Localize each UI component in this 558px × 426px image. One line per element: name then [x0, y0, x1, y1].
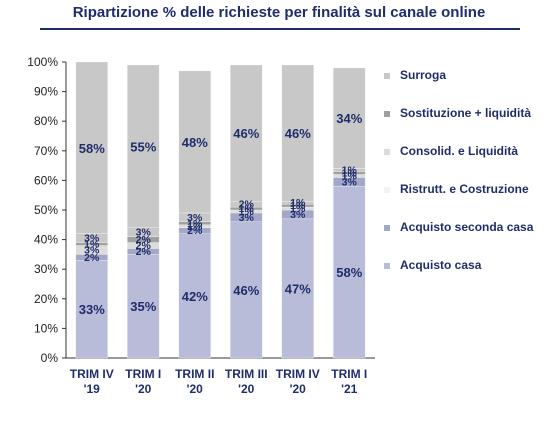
legend-label: Acquisto seconda casa [400, 220, 534, 234]
bar-segment [75, 260, 108, 359]
y-tick-label: 80% [34, 114, 58, 128]
bar-segment [178, 70, 211, 214]
data-label: 2% [136, 246, 152, 258]
legend-label: Acquisto casa [400, 258, 482, 272]
data-label: 1% [342, 165, 358, 177]
data-label: 2% [136, 240, 152, 252]
y-tick-label: 30% [34, 262, 58, 276]
data-label: 47% [285, 281, 311, 296]
x-tick-label: '20 [238, 382, 255, 396]
data-label: 1% [290, 203, 306, 215]
bar-segment [333, 186, 366, 359]
bar-segment [127, 254, 160, 359]
x-tick-label: TRIM IV [276, 367, 320, 381]
x-tick-label: '20 [290, 382, 307, 396]
bar-segment [75, 61, 108, 234]
bar-segment [333, 67, 366, 169]
y-tick-label: 20% [34, 292, 58, 306]
y-tick-label: 60% [34, 173, 58, 187]
data-label: 58% [79, 141, 105, 156]
legend-swatch [384, 187, 390, 193]
legend-item: Surroga [384, 68, 554, 106]
data-label: 2% [187, 225, 203, 237]
data-label: 3% [84, 244, 100, 256]
data-label: 2% [84, 252, 100, 264]
data-label: 1% [239, 206, 255, 218]
chart-title-bar: Ripartizione % delle richieste per final… [0, 0, 558, 36]
x-tick-label: TRIM II [175, 367, 214, 381]
x-tick-label: TRIM I [125, 367, 161, 381]
legend-item: Ristrutt. e Costruzione [384, 182, 554, 220]
legend-item: Sostituzione + liquidità [384, 106, 554, 144]
y-tick-label: 90% [34, 85, 58, 99]
data-label: 34% [336, 111, 362, 126]
data-label: 3% [290, 209, 306, 221]
data-label: 55% [130, 139, 156, 154]
bar-segment [281, 64, 314, 202]
data-label: 48% [182, 135, 208, 150]
legend-label: Sostituzione + liquidità [400, 106, 532, 120]
legend-item: Consolid. e Liquidità [384, 144, 554, 182]
y-tick-label: 50% [34, 203, 58, 217]
bar-segment [178, 233, 211, 359]
data-label: 1% [342, 170, 358, 182]
y-tick-label: 10% [34, 321, 58, 335]
legend-label: Surroga [400, 68, 447, 82]
legend-label: Consolid. e Liquidità [400, 144, 518, 158]
data-label: 2% [136, 234, 152, 246]
data-label: 1% [239, 203, 255, 215]
data-label: 33% [79, 302, 105, 317]
x-tick-label: TRIM I [331, 367, 367, 381]
data-label: 3% [239, 212, 255, 224]
chart-title: Ripartizione % delle richieste per final… [72, 4, 486, 21]
data-label: 3% [84, 233, 100, 245]
x-tick-label: '21 [341, 382, 358, 396]
legend-swatch [384, 225, 390, 231]
bar-segment [127, 64, 160, 228]
bar-segment [230, 64, 263, 202]
data-label: 3% [342, 176, 358, 188]
data-label: 3% [136, 227, 152, 239]
data-label: 42% [182, 289, 208, 304]
data-label: 1% [84, 239, 100, 251]
data-label: 3% [187, 212, 203, 224]
bar-segment [281, 218, 314, 359]
data-label: 46% [233, 126, 259, 141]
data-label: 1% [290, 200, 306, 212]
data-label: 1% [187, 218, 203, 230]
data-label: 46% [233, 283, 259, 298]
legend-item: Acquisto seconda casa [384, 220, 554, 258]
data-label: 35% [130, 299, 156, 314]
y-tick-label: 70% [34, 144, 58, 158]
legend-label: Ristrutt. e Costruzione [400, 182, 529, 196]
x-tick-label: '20 [187, 382, 204, 396]
data-label: 1% [342, 168, 358, 180]
legend-swatch [384, 111, 390, 117]
data-label: 58% [336, 265, 362, 280]
x-tick-label: '20 [135, 382, 152, 396]
stacked-bar-chart: 0%10%20%30%40%50%60%70%80%90%100%33%2%3%… [27, 55, 375, 396]
bar-segment [230, 221, 263, 359]
x-tick-label: TRIM IV [70, 367, 114, 381]
data-label: 1% [290, 197, 306, 209]
legend-swatch [384, 263, 390, 269]
title-underline [40, 28, 520, 30]
legend-swatch [384, 149, 390, 155]
x-tick-label: TRIM III [225, 367, 268, 381]
data-label: 46% [285, 126, 311, 141]
x-tick-label: '19 [84, 382, 101, 396]
data-label: 1% [187, 221, 203, 233]
chart-legend: Surroga Sostituzione + liquidità Consolid.… [384, 68, 554, 296]
legend-item: Acquisto casa [384, 258, 554, 296]
y-tick-label: 0% [41, 351, 59, 365]
y-tick-label: 40% [34, 233, 58, 247]
legend-swatch [384, 73, 390, 79]
y-tick-label: 100% [27, 55, 58, 69]
data-label: 2% [239, 199, 255, 211]
